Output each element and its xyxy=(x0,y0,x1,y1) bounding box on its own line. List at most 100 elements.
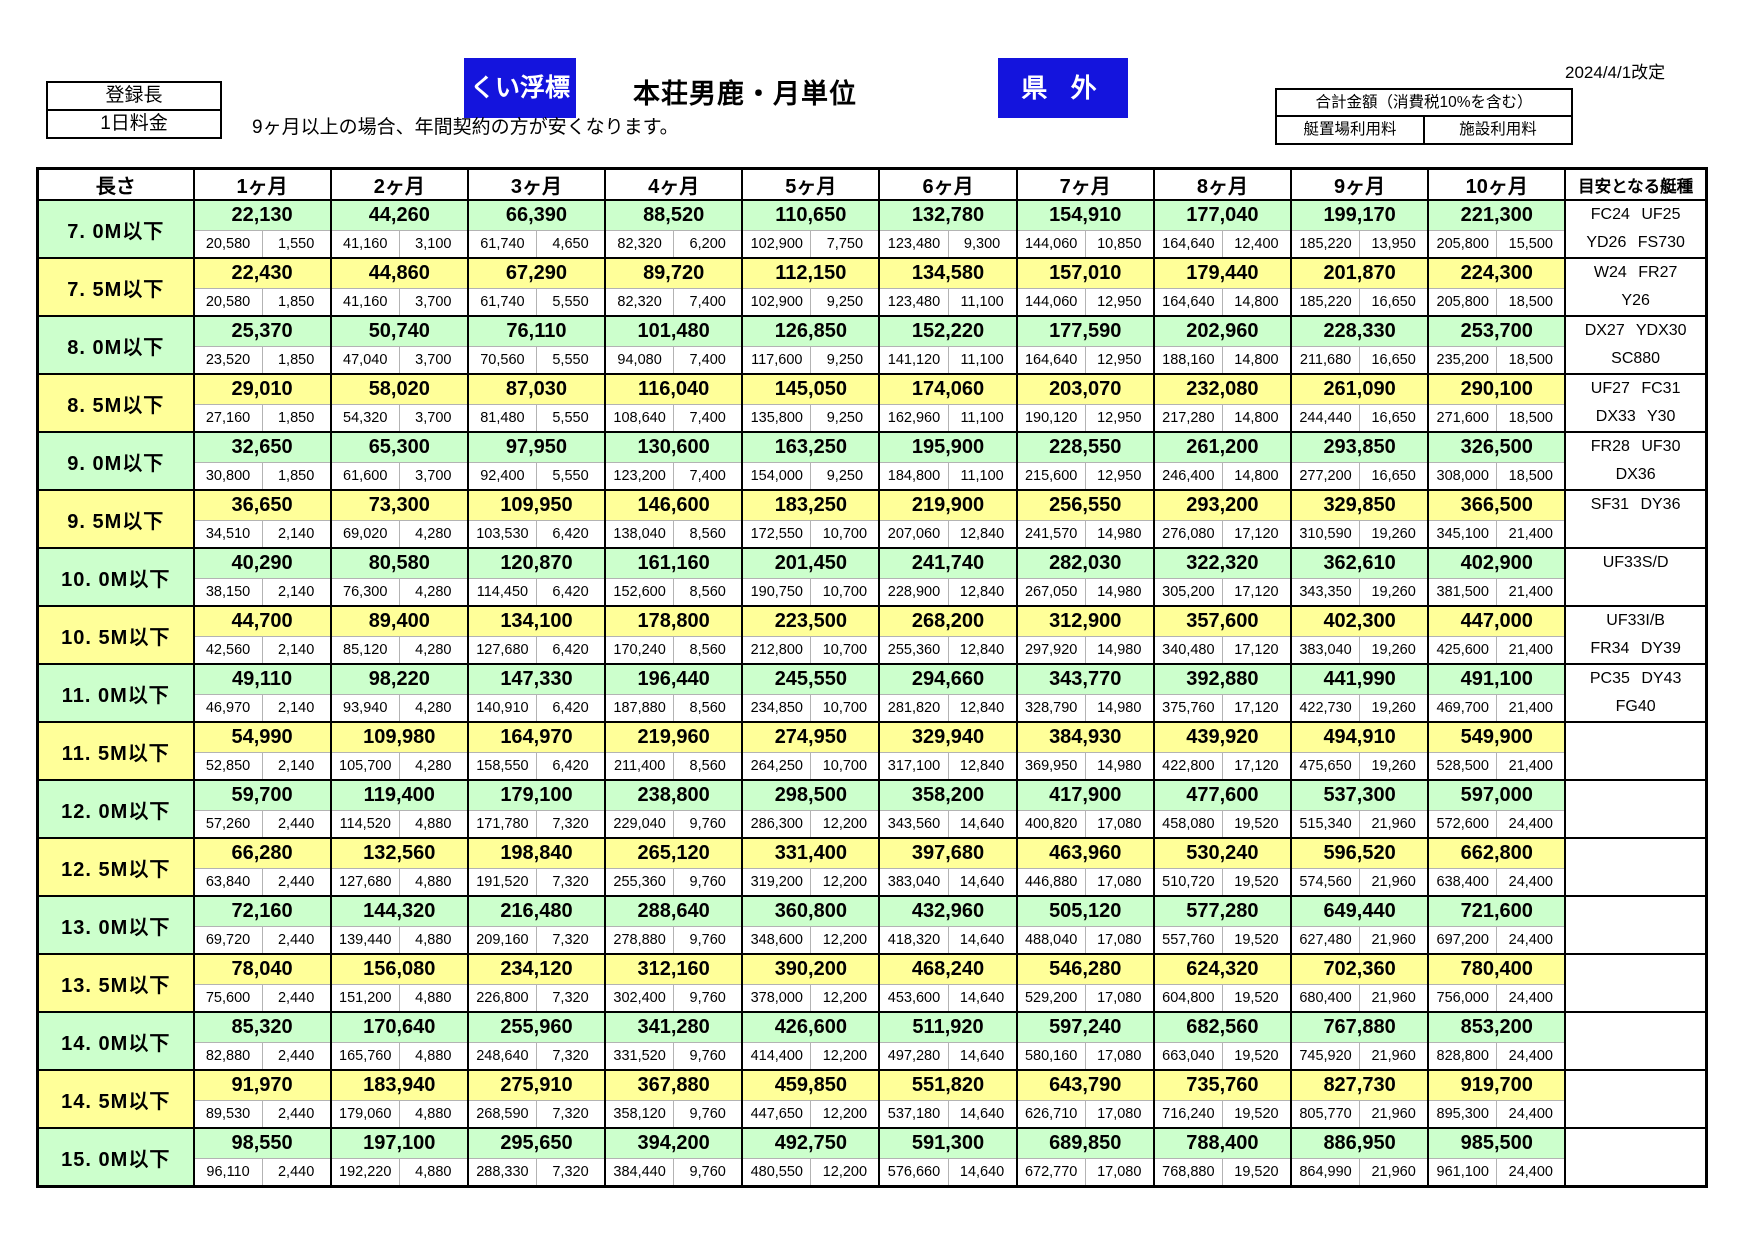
month-column-header: 9ヶ月 xyxy=(1289,167,1430,201)
boat-type-line xyxy=(1567,867,1704,894)
total-fee-cell: 110,650 xyxy=(741,199,881,231)
total-fee-cell: 624,320 xyxy=(1152,953,1293,985)
mooring-fee-cell: 458,080 xyxy=(1152,809,1223,839)
facility-fee-cell: 24,400 xyxy=(1496,1041,1567,1071)
total-fee-cell: 537,300 xyxy=(1289,779,1430,811)
price-table: 長さ 1ヶ月 2ヶ月 3ヶ月 4ヶ月 5ヶ月 6ヶ月 7ヶ月 8ヶ月 9ヶ月 10ヶ月 目安となる艇種… xyxy=(36,167,1708,1188)
total-fee-cell: 721,600 xyxy=(1427,895,1567,927)
mooring-fee-cell: 217,280 xyxy=(1152,403,1223,433)
facility-fee-cell: 4,880 xyxy=(398,809,469,839)
total-fee-cell: 886,950 xyxy=(1289,1126,1430,1159)
mooring-fee-cell: 246,400 xyxy=(1152,461,1223,491)
total-fee-cell: 201,870 xyxy=(1289,257,1430,289)
registered-length-box: 登録長 1日料金 xyxy=(46,81,222,139)
facility-fee-cell: 6,420 xyxy=(535,519,607,549)
facility-fee-cell: 7,320 xyxy=(535,809,607,839)
mooring-fee-cell: 89,530 xyxy=(192,1099,263,1129)
facility-fee-cell: 2,440 xyxy=(261,809,332,839)
total-fee-cell: 132,560 xyxy=(329,837,469,869)
total-fee-cell: 491,100 xyxy=(1427,663,1567,695)
boat-type-line: FR28 UF30 xyxy=(1590,438,1681,455)
facility-fee-cell: 18,500 xyxy=(1496,461,1567,491)
total-fee-cell: 394,200 xyxy=(604,1126,744,1159)
facility-fee-cell: 17,120 xyxy=(1221,635,1292,665)
facility-fee-cell: 2,140 xyxy=(261,693,332,723)
mooring-fee-cell: 384,440 xyxy=(604,1157,675,1188)
total-fee-cell: 985,500 xyxy=(1427,1126,1567,1159)
total-fee-cell: 274,950 xyxy=(741,721,881,753)
total-fee-cell: 402,900 xyxy=(1427,547,1567,579)
facility-fee-cell: 2,140 xyxy=(261,751,332,781)
mooring-fee-cell: 114,450 xyxy=(466,577,537,607)
facility-fee-cell: 11,100 xyxy=(947,403,1018,433)
length-cell: 13. 0M以下 xyxy=(36,895,195,955)
mooring-fee-cell: 215,600 xyxy=(1015,461,1086,491)
mooring-fee-cell: 192,220 xyxy=(329,1157,400,1188)
facility-fee-cell: 7,320 xyxy=(535,925,607,955)
facility-fee-cell: 17,080 xyxy=(1084,983,1155,1013)
total-fee-cell: 132,780 xyxy=(878,199,1018,231)
boat-type-cell: DX27 YDX30 SC880 xyxy=(1564,315,1708,375)
revision-date: 2024/4/1改定 xyxy=(1565,63,1666,82)
total-fee-cell: 224,300 xyxy=(1427,257,1567,289)
length-cell: 12. 0M以下 xyxy=(36,779,195,839)
mooring-fee-cell: 276,080 xyxy=(1152,519,1223,549)
total-fee-cell: 89,720 xyxy=(604,257,744,289)
facility-fee-cell: 19,260 xyxy=(1359,519,1430,549)
mooring-fee-cell: 369,950 xyxy=(1015,751,1086,781)
facility-fee-cell: 3,700 xyxy=(398,345,469,375)
total-fee-cell: 392,880 xyxy=(1152,663,1293,695)
mooring-fee-cell: 135,800 xyxy=(741,403,812,433)
mooring-fee-cell: 34,510 xyxy=(192,519,263,549)
boat-type-line xyxy=(1567,983,1704,1010)
mooring-fee-cell: 453,600 xyxy=(878,983,949,1013)
facility-fee-cell: 21,400 xyxy=(1496,635,1567,665)
facility-fee-cell: 9,760 xyxy=(673,925,744,955)
length-cell: 10. 5M以下 xyxy=(36,605,195,665)
facility-fee-cell: 1,550 xyxy=(261,229,332,259)
facility-fee-cell: 11,100 xyxy=(947,345,1018,375)
facility-fee-cell: 15,500 xyxy=(1496,229,1567,259)
total-fee-cell: 157,010 xyxy=(1015,257,1155,289)
mooring-fee-cell: 123,480 xyxy=(878,229,949,259)
boat-type-line xyxy=(1567,1014,1704,1041)
boat-type-cell xyxy=(1564,953,1708,1013)
mooring-fee-cell: 241,570 xyxy=(1015,519,1086,549)
facility-fee-cell: 14,980 xyxy=(1084,693,1155,723)
total-fee-cell: 853,200 xyxy=(1427,1011,1567,1043)
mooring-fee-cell: 92,400 xyxy=(466,461,537,491)
length-cell: 9. 0M以下 xyxy=(36,431,195,491)
facility-fee-cell: 9,760 xyxy=(673,1041,744,1071)
mooring-fee-cell: 277,200 xyxy=(1290,461,1361,491)
total-fee-cell: 596,520 xyxy=(1289,837,1430,869)
total-fee-cell: 22,430 xyxy=(192,257,332,289)
boat-type-cell: FR28 UF30 DX36 xyxy=(1564,431,1708,491)
mooring-fee-cell: 515,340 xyxy=(1290,809,1361,839)
facility-fee-cell: 12,950 xyxy=(1084,403,1155,433)
total-fee-cell: 88,520 xyxy=(604,199,744,231)
mooring-fee-cell: 663,040 xyxy=(1152,1041,1223,1071)
facility-fee-cell: 10,700 xyxy=(810,751,881,781)
mooring-fee-cell: 162,960 xyxy=(878,403,949,433)
total-fee-cell: 530,240 xyxy=(1152,837,1293,869)
facility-fee-cell: 3,700 xyxy=(398,287,469,317)
total-fee-cell: 202,960 xyxy=(1152,315,1293,347)
boat-type-line xyxy=(1567,1041,1704,1068)
mooring-fee-cell: 164,640 xyxy=(1152,229,1223,259)
boat-type-cell: UF27 FC31 DX33 Y30 xyxy=(1564,373,1708,433)
mooring-fee-cell: 140,910 xyxy=(466,693,537,723)
mooring-fee-cell: 768,880 xyxy=(1152,1157,1223,1188)
facility-fee-cell: 16,650 xyxy=(1359,287,1430,317)
total-fee-cell: 147,330 xyxy=(466,663,607,695)
facility-fee-cell: 2,440 xyxy=(261,983,332,1013)
mooring-fee-cell: 425,600 xyxy=(1427,635,1498,665)
boat-type-line: UF33I/B xyxy=(1606,612,1665,629)
mooring-fee-cell: 102,900 xyxy=(741,229,812,259)
mooring-fee-cell: 576,660 xyxy=(878,1157,949,1188)
total-fee-cell: 597,000 xyxy=(1427,779,1567,811)
boat-type-line xyxy=(1567,1099,1704,1126)
total-fee-cell: 275,910 xyxy=(466,1069,607,1101)
facility-fee-cell: 8,560 xyxy=(673,751,744,781)
mooring-fee-cell: 75,600 xyxy=(192,983,263,1013)
total-fee-cell: 223,500 xyxy=(741,605,881,637)
